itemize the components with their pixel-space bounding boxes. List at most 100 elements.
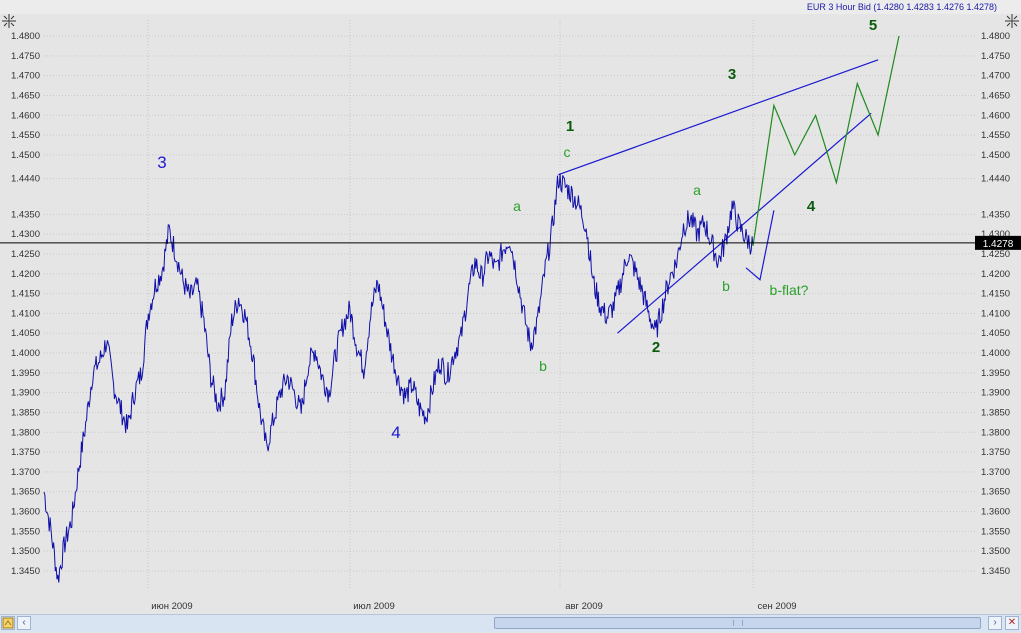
wave-label[interactable]: 4: [391, 423, 400, 442]
current-price-line: 1.4278: [0, 235, 1021, 250]
trendlines[interactable]: [558, 59, 879, 334]
y-tick-label: 1.4350: [11, 209, 40, 220]
y-tick-label: 1.4100: [981, 308, 1010, 319]
y-axis-left: 1.4800 1.4750 1.4700 1.4650 1.4600 1.4550 1.45…: [11, 31, 40, 577]
y-tick-label: 1.3450: [11, 566, 40, 577]
upper-wedge-trendline[interactable]: [558, 59, 879, 176]
y-tick-label: 1.4750: [981, 51, 1010, 62]
blue-wave-projection[interactable]: [745, 210, 775, 281]
horizontal-scrollbar[interactable]: ‹ › ✕: [0, 614, 1021, 632]
y-tick-label: 1.4650: [981, 90, 1010, 101]
wave-label[interactable]: a: [693, 182, 701, 198]
y-tick-label: 1.4550: [981, 130, 1010, 141]
y-tick-label: 1.4700: [981, 71, 1010, 82]
y-axis-right: 1.4800 1.4750 1.4700 1.4650 1.4600 1.4550 1.45…: [981, 31, 1010, 577]
scroll-left-button[interactable]: ‹: [17, 616, 31, 630]
y-tick-label: 1.4440: [981, 174, 1010, 185]
chart-grid: [44, 20, 975, 590]
y-tick-label: 1.3450: [981, 566, 1010, 577]
price-chart[interactable]: 1.4800 1.4750 1.4700 1.4650 1.4600 1.4550 1.45…: [0, 0, 1021, 614]
y-tick-label: 1.4300: [11, 229, 40, 240]
y-tick-label: 1.4600: [981, 110, 1010, 121]
y-tick-label: 1.3900: [981, 388, 1010, 399]
y-tick-label: 1.4500: [981, 150, 1010, 161]
scroll-thumb[interactable]: [494, 617, 981, 629]
wave-label[interactable]: 3: [157, 153, 166, 172]
y-tick-label: 1.3850: [981, 407, 1010, 418]
y-tick-label: 1.3600: [981, 507, 1010, 518]
crosshair-cursor-icon[interactable]: [1005, 14, 1019, 28]
wave-label[interactable]: b: [722, 278, 730, 294]
current-price-box: [975, 235, 1021, 250]
y-tick-label: 1.4050: [11, 328, 40, 339]
wave-label[interactable]: a: [513, 198, 521, 214]
price-line: [43, 173, 754, 583]
y-tick-label: 1.4750: [11, 51, 40, 62]
x-axis: июн 2009 июл 2009 авг 2009 сен 2009: [151, 601, 796, 612]
instrument-title: EUR 3 Hour Bid (1.4280 1.4283 1.4276 1.4…: [806, 2, 997, 12]
y-tick-label: 1.3550: [11, 526, 40, 537]
y-tick-label: 1.3850: [11, 407, 40, 418]
x-tick-label: авг 2009: [565, 601, 603, 612]
y-tick-label: 1.4440: [11, 174, 40, 185]
wave-projections[interactable]: [745, 35, 900, 281]
y-tick-label: 1.4250: [11, 249, 40, 260]
y-tick-label: 1.4600: [11, 110, 40, 121]
y-tick-label: 1.3700: [11, 467, 40, 478]
y-tick-label: 1.3550: [981, 526, 1010, 537]
y-tick-label: 1.4200: [981, 269, 1010, 280]
y-tick-label: 1.4150: [981, 289, 1010, 300]
wave-label[interactable]: 3: [728, 66, 736, 83]
current-price-label: 1.4278: [983, 239, 1014, 250]
wave-label[interactable]: 5: [869, 17, 877, 34]
close-chart-button[interactable]: ✕: [1005, 616, 1019, 630]
y-tick-label: 1.3650: [11, 487, 40, 498]
y-tick-label: 1.4500: [11, 150, 40, 161]
x-tick-label: июл 2009: [353, 601, 395, 612]
crosshair-cursor-icon[interactable]: [2, 14, 16, 28]
y-tick-label: 1.4700: [11, 71, 40, 82]
wave-label[interactable]: c: [564, 144, 571, 160]
y-tick-label: 1.4000: [981, 348, 1010, 359]
wave-label[interactable]: 4: [807, 198, 816, 215]
x-tick-label: сен 2009: [757, 601, 796, 612]
y-tick-label: 1.4100: [11, 308, 40, 319]
y-tick-label: 1.3500: [11, 546, 40, 557]
y-tick-label: 1.3700: [981, 467, 1010, 478]
lower-wedge-trendline[interactable]: [617, 112, 872, 334]
y-tick-label: 1.3650: [981, 487, 1010, 498]
y-tick-label: 1.4800: [981, 31, 1010, 42]
y-tick-label: 1.3600: [11, 507, 40, 518]
y-tick-label: 1.3750: [11, 447, 40, 458]
y-tick-label: 1.4250: [981, 249, 1010, 260]
y-tick-label: 1.3950: [981, 368, 1010, 379]
wave-label[interactable]: 1: [566, 118, 574, 135]
wave-label[interactable]: b: [539, 358, 547, 374]
y-tick-label: 1.4350: [981, 209, 1010, 220]
y-tick-label: 1.4550: [11, 130, 40, 141]
y-tick-label: 1.3500: [981, 546, 1010, 557]
x-tick-label: июн 2009: [151, 601, 192, 612]
y-tick-label: 1.3750: [981, 447, 1010, 458]
chart-menu-button[interactable]: [1, 616, 15, 630]
y-tick-label: 1.4650: [11, 90, 40, 101]
y-tick-label: 1.3950: [11, 368, 40, 379]
y-tick-label: 1.4200: [11, 269, 40, 280]
y-tick-label: 1.3900: [11, 388, 40, 399]
wave-label[interactable]: b-flat?: [770, 282, 809, 298]
wave-label[interactable]: 2: [652, 339, 660, 356]
y-tick-label: 1.4000: [11, 348, 40, 359]
green-wave-projection[interactable]: [752, 35, 900, 247]
chart-background: [0, 14, 1021, 614]
y-tick-label: 1.4800: [11, 31, 40, 42]
y-tick-label: 1.3800: [981, 427, 1010, 438]
scroll-grip-icon: [733, 620, 743, 626]
wave-labels[interactable]: 3 4 1 2 3 4 5 a b c a b b-flat?: [157, 17, 877, 442]
price-series: [43, 173, 754, 583]
y-tick-label: 1.3800: [11, 427, 40, 438]
scroll-right-button[interactable]: ›: [988, 616, 1002, 630]
y-tick-label: 1.4300: [981, 229, 1010, 240]
y-tick-label: 1.4150: [11, 289, 40, 300]
y-tick-label: 1.4050: [981, 328, 1010, 339]
